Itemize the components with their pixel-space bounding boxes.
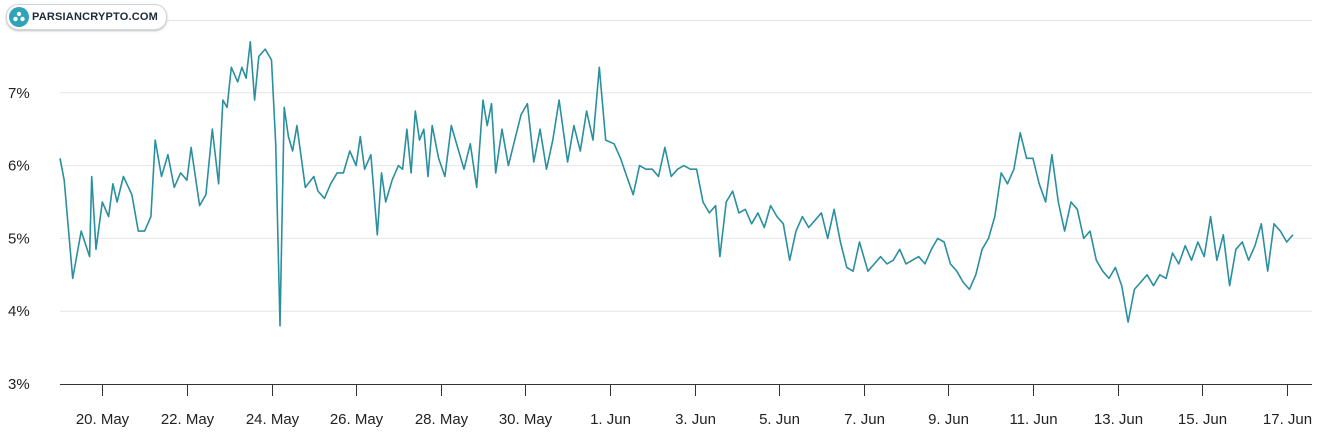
x-tick-label: 28. May — [415, 411, 469, 428]
x-tick-label: 24. May — [246, 411, 300, 428]
y-tick-label: 3% — [8, 376, 30, 393]
y-tick-label: 5% — [8, 230, 30, 247]
x-tick-label: 3. Jun — [675, 411, 716, 428]
x-tick-label: 7. Jun — [844, 411, 885, 428]
series-layer — [59, 41, 1294, 327]
y-tick-label: 6% — [8, 158, 30, 175]
x-tick-label: 9. Jun — [928, 411, 969, 428]
x-tick-label: 15. Jun — [1178, 411, 1227, 428]
watermark-logo: PARSIANCRYPTO.COM — [6, 4, 168, 30]
x-tick-label: 17. Jun — [1263, 411, 1312, 428]
x-tick-label: 22. May — [161, 411, 215, 428]
y-axis-tick-labels: 3% 4% 5% 6% 7% — [8, 85, 30, 393]
y-tick-label: 4% — [8, 303, 30, 320]
x-tick-label: 20. May — [76, 411, 130, 428]
gridlines — [60, 20, 1312, 312]
x-tick-label: 30. May — [499, 411, 553, 428]
series-line — [59, 41, 1294, 327]
x-tick-label: 26. May — [330, 411, 384, 428]
y-tick-label: 7% — [8, 85, 30, 102]
crypto-logo-icon — [9, 7, 29, 27]
x-tick-label: 5. Jun — [759, 411, 800, 428]
logo-text: PARSIANCRYPTO.COM — [32, 11, 159, 23]
x-tick-label: 11. Jun — [1009, 411, 1057, 428]
x-tick-label: 13. Jun — [1094, 411, 1143, 428]
x-axis: 20. May 22. May 24. May 26. May 28. May 30. M… — [60, 384, 1312, 428]
x-tick-label: 1. Jun — [590, 411, 631, 428]
